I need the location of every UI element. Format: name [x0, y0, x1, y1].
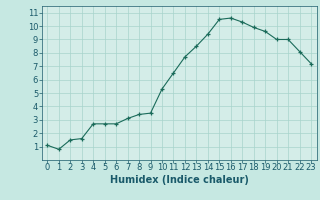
X-axis label: Humidex (Indice chaleur): Humidex (Indice chaleur) [110, 175, 249, 185]
